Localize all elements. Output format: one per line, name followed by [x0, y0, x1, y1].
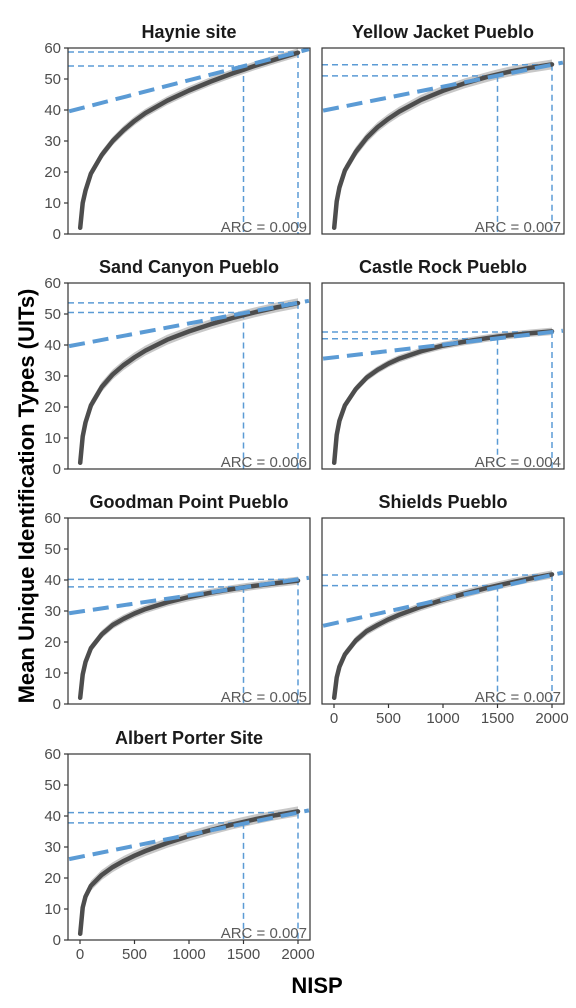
arc-label: ARC = 0.007 [475, 219, 561, 236]
panel-border [321, 47, 565, 235]
y-tick-label: 30 [44, 133, 61, 150]
panel-border [67, 753, 311, 941]
y-tick-label: 10 [44, 665, 61, 682]
y-tick-label: 40 [44, 337, 61, 354]
rarefaction-curve [331, 62, 555, 231]
x-tick-label: 1500 [227, 946, 260, 963]
y-tick-label: 50 [44, 71, 61, 88]
y-tick-label: 30 [44, 603, 61, 620]
panel-border [67, 517, 311, 705]
tangent-line [68, 575, 310, 616]
y-tick-label: 60 [44, 746, 61, 763]
panel-2: ARC = 0.007 Yellow Jacket Pueblo [321, 22, 565, 236]
panel-title: Yellow Jacket Pueblo [352, 22, 534, 42]
panel-1: ARC = 0.009 Haynie site 0 10 20 30 40 50 60 [44, 22, 311, 243]
arc-label: ARC = 0.009 [221, 219, 307, 236]
y-tick-label: 20 [44, 399, 61, 416]
panel-4: ARC = 0.004 Castle Rock Pueblo [321, 257, 565, 471]
tangent-line [322, 60, 564, 113]
panel-5: ARC = 0.005 Goodman Point Pueblo 0 10 20 30 40… [44, 492, 311, 713]
y-tick-label: 10 [44, 901, 61, 918]
panel-title: Albert Porter Site [115, 728, 263, 748]
tangent-line [68, 808, 310, 862]
panel-border [321, 517, 565, 705]
rarefaction-curve [331, 572, 555, 701]
y-tick-label: 0 [53, 461, 61, 478]
y-tick-label: 40 [44, 808, 61, 825]
panel-border [321, 282, 565, 470]
y-tick-label: 50 [44, 777, 61, 794]
x-tick-label: 1000 [426, 710, 459, 727]
plot-area [68, 575, 310, 704]
tangent-line [322, 570, 564, 628]
plot-area [322, 59, 564, 234]
x-tick-label: 0 [330, 710, 338, 727]
rarefaction-curve [331, 329, 555, 466]
panel-title: Shields Pueblo [378, 492, 507, 512]
rarefaction-curve [77, 50, 301, 231]
y-axis-title: Mean Unique Identification Types (UITs) [14, 289, 39, 704]
plot-area [322, 327, 564, 469]
plot-area [68, 298, 310, 469]
y-tick-label: 0 [53, 932, 61, 949]
confidence-band [334, 570, 552, 698]
arc-label: ARC = 0.006 [221, 454, 307, 471]
y-tick-label: 20 [44, 870, 61, 887]
y-tick-label: 60 [44, 40, 61, 57]
confidence-band [80, 576, 298, 698]
y-tick-label: 50 [44, 306, 61, 323]
y-tick-label: 20 [44, 164, 61, 181]
y-tick-label: 10 [44, 430, 61, 447]
panel-6: ARC = 0.007 Shields Pueblo 0 500 1000 1500 200… [321, 492, 569, 727]
panel-title: Sand Canyon Pueblo [99, 257, 279, 277]
plot-area [68, 48, 310, 234]
plot-area [68, 806, 310, 940]
x-tick-label: 1000 [172, 946, 205, 963]
rarefaction-curve [77, 578, 301, 701]
panel-title: Goodman Point Pueblo [90, 492, 289, 512]
y-tick-label: 60 [44, 275, 61, 292]
y-tick-label: 0 [53, 226, 61, 243]
panel-title: Castle Rock Pueblo [359, 257, 527, 277]
y-tick-label: 10 [44, 195, 61, 212]
panel-border [67, 47, 311, 235]
tangent-line [322, 328, 564, 361]
x-axis-title: NISP [291, 973, 342, 998]
panel-7: ARC = 0.007 Albert Porter Site 0 10 20 30 40 50… [44, 728, 314, 963]
plot-area [322, 570, 564, 704]
x-tick-label: 0 [76, 946, 84, 963]
y-tick-label: 50 [44, 541, 61, 558]
arc-label: ARC = 0.004 [475, 454, 561, 471]
arc-label: ARC = 0.007 [221, 925, 307, 942]
y-tick-label: 30 [44, 368, 61, 385]
x-tick-label: 2000 [535, 710, 568, 727]
y-tick-label: 30 [44, 839, 61, 856]
y-tick-label: 40 [44, 102, 61, 119]
rarefaction-curve [77, 809, 301, 937]
x-tick-label: 500 [122, 946, 147, 963]
panel-title: Haynie site [141, 22, 236, 42]
tangent-line [68, 298, 310, 349]
y-tick-label: 0 [53, 696, 61, 713]
panel-3: ARC = 0.006 Sand Canyon Pueblo 0 10 20 30 40 50… [44, 257, 311, 478]
y-tick-label: 20 [44, 634, 61, 651]
x-tick-label: 2000 [281, 946, 314, 963]
tangent-line [68, 48, 310, 114]
x-tick-label: 1500 [481, 710, 514, 727]
y-tick-label: 40 [44, 572, 61, 589]
confidence-band [80, 806, 298, 934]
arc-label: ARC = 0.005 [221, 689, 307, 706]
arc-label: ARC = 0.007 [475, 689, 561, 706]
x-tick-label: 500 [376, 710, 401, 727]
y-tick-label: 60 [44, 510, 61, 527]
